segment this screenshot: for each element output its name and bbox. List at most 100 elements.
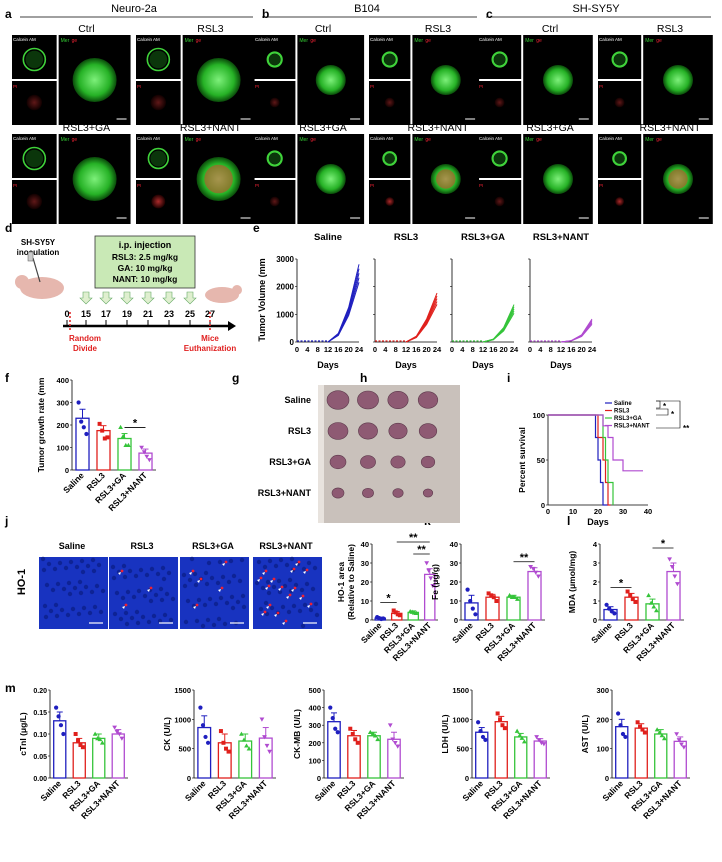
significance-mark: * [619,577,624,589]
pi-label: PI [137,183,141,188]
x-tick-label: 20 [422,345,430,354]
calcein-label: Calcein AM [137,37,160,42]
nucleus [111,575,117,581]
calcein-label: Calcein AM [13,37,36,42]
survival-curve [548,414,643,472]
arrowhead-icon [303,571,306,574]
y-tick-label: 3000 [276,255,294,264]
data-point [397,613,402,618]
data-point [328,705,333,710]
x-tick-label: 30 [619,507,627,516]
nucleus [291,603,297,609]
y-tick-label: 2000 [276,283,294,292]
pi-cell [494,196,505,207]
calcein-cell [382,151,398,166]
data-point [333,726,338,731]
nucleus [237,578,243,584]
nucleus [142,593,148,599]
dose-label: RSL3: 2.5 mg/kg [112,252,178,262]
nucleus [83,584,89,590]
nucleus [89,589,95,595]
data-point [102,436,107,441]
treatment-label: RSL3 [197,23,223,35]
nucleus [135,620,141,626]
data-point [61,731,66,737]
legend-label: RSL3+GA [614,416,643,422]
nucleus [61,586,67,592]
nucleus [310,586,316,592]
data-point [114,730,120,735]
nucleus [42,603,48,609]
pi-cell [494,97,505,108]
data-point [681,745,687,750]
ho1-positive-cell [280,585,284,589]
x-tick-label: 4 [383,345,388,354]
calcein-cell-core [614,53,626,66]
nucleus [194,618,200,624]
nucleus [155,571,161,577]
nucleus [217,559,223,565]
data-point [478,728,483,734]
merge-label: Mer [525,38,534,44]
nucleus [205,617,211,623]
tumor-specimen [357,390,379,410]
injection-arrow-icon [162,291,176,305]
data-point [620,731,626,737]
injection-arrow-icon [141,291,155,305]
ho1-positive-cell [268,603,272,607]
ho1-image [39,557,108,629]
arrowhead-icon [189,572,192,575]
treatment-label: RSL3 [657,23,683,35]
data-point [536,574,541,579]
nucleus [269,605,275,611]
x-tick-label: 24 [355,345,364,354]
nucleus [65,612,71,618]
data-point [616,711,621,716]
nucleus [78,590,84,596]
bar [111,733,125,779]
inoculation-label: SH-SY5Y [21,238,56,247]
nucleus [235,599,241,605]
calcein-label: Calcein AM [479,37,502,42]
data-point [494,599,499,603]
nucleus [55,581,61,587]
data-point [530,566,536,572]
data-point [259,717,265,722]
nucleus [41,567,47,573]
y-tick-label: 1000 [174,715,191,724]
day-label: 0 [64,309,69,319]
y-tick-label: 300 [596,686,609,695]
data-point [78,743,83,747]
injection-arrow-icon [79,291,93,305]
pi-cell [385,197,395,206]
y-tick-label: 50 [537,456,545,465]
nucleus [76,611,82,617]
x-tick-label: 0 [546,507,550,516]
nucleus [94,583,100,589]
nucleus [229,594,235,600]
bar [634,727,648,779]
ho1-positive-cell [195,603,199,607]
bar [367,735,381,779]
y-tick-label: 200 [596,715,609,724]
ho1-positive-cell [120,569,124,573]
data-point [413,610,419,615]
data-point [218,729,223,734]
merge-label: Mer [185,38,194,44]
data-point [126,442,131,448]
y-axis-label: LDH (U/L) [440,714,450,753]
x-tick-label: 20 [499,345,507,354]
sig-bracket [656,400,681,429]
panel-letter: m [5,681,16,695]
merge-cell [663,65,693,95]
treatment-label: Ctrl [78,23,94,35]
nucleus [120,595,126,601]
panel-letter: i [507,371,510,385]
merge-cell [72,58,117,102]
nucleus [266,590,272,596]
nucleus [224,600,230,606]
nucleus [122,574,128,580]
survival-curve [548,414,608,506]
